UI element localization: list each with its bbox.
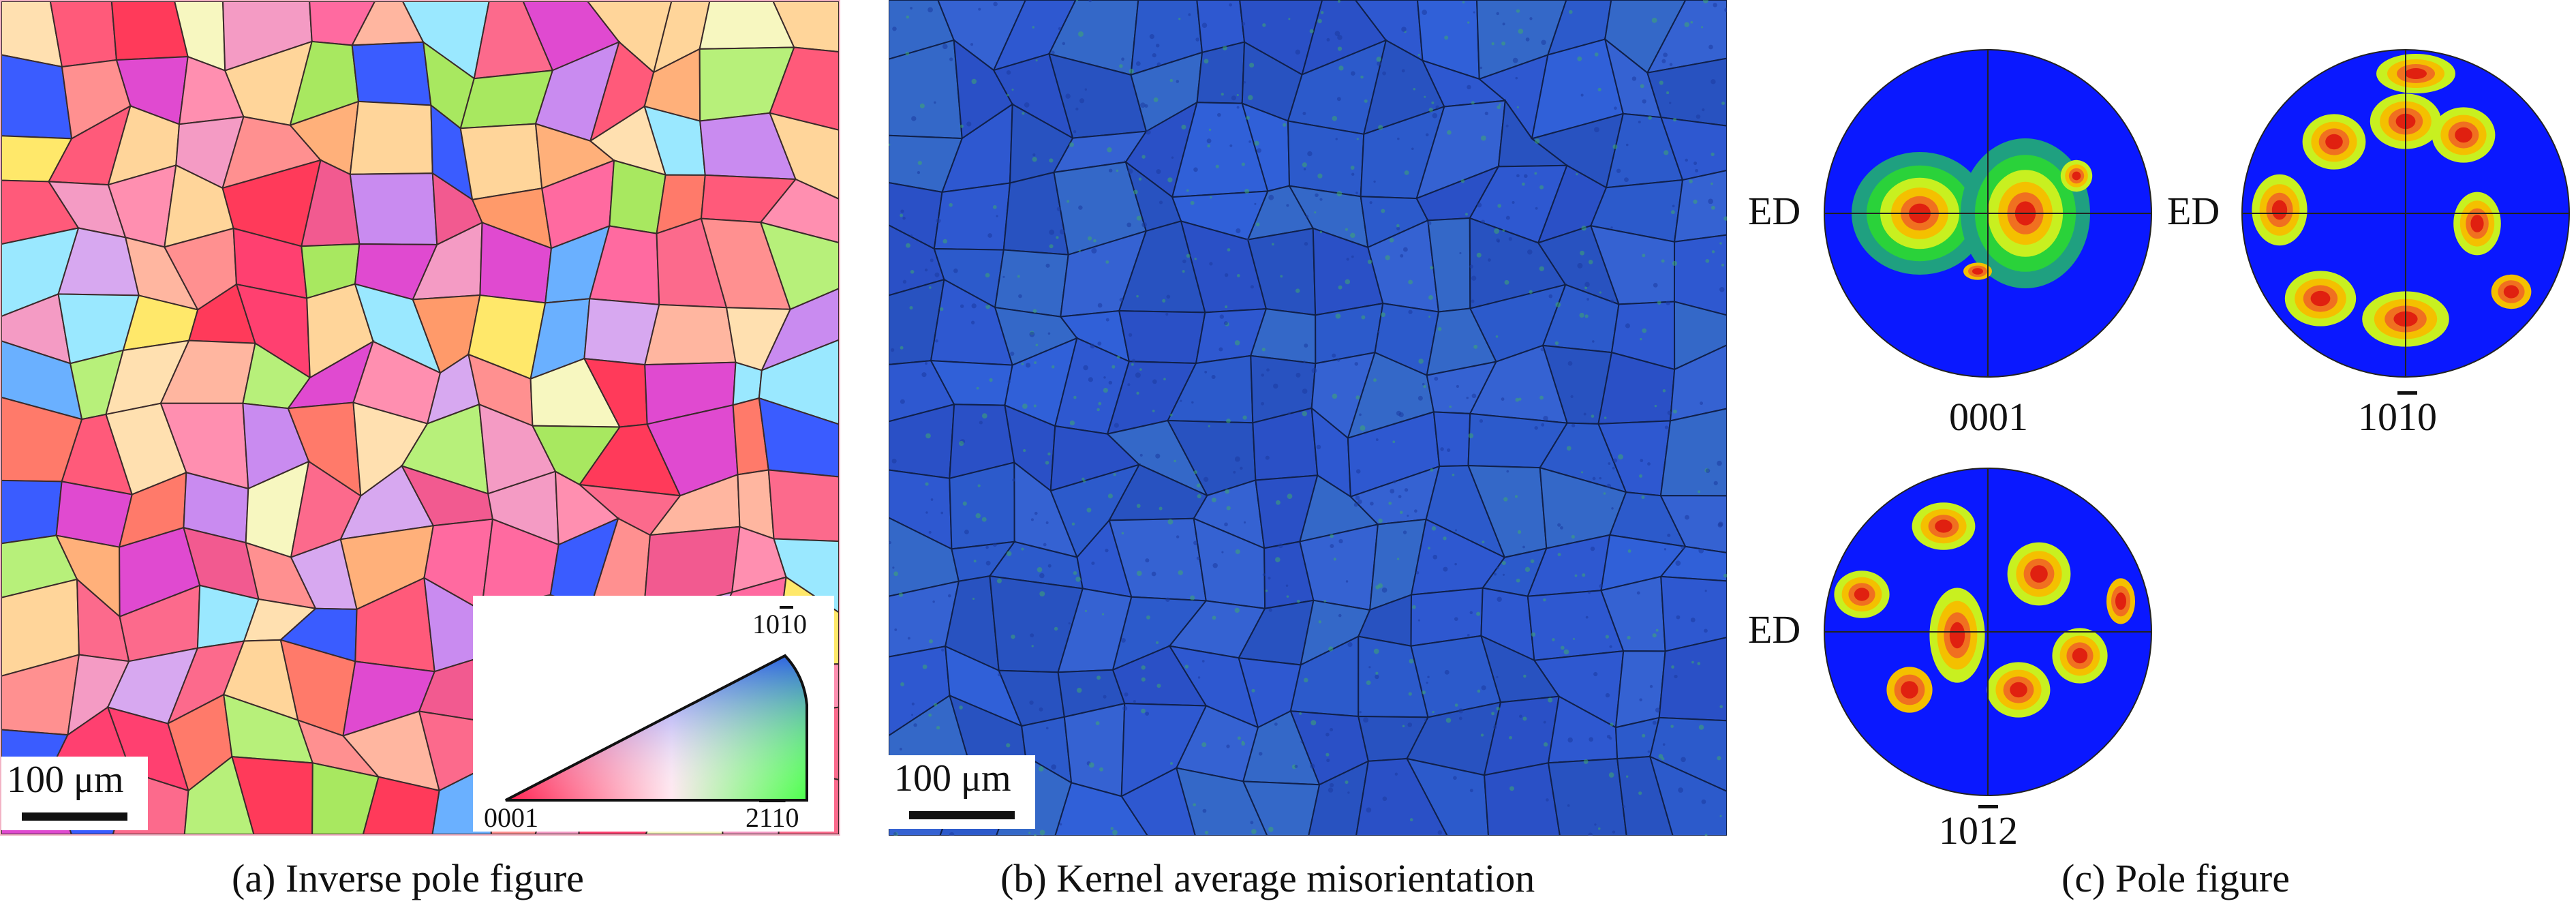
grain <box>1649 755 1727 836</box>
caption-pole-figure: (c) Pole figure <box>2061 856 2290 900</box>
grain <box>1063 702 1126 797</box>
caption-kam: (b) Kernel average misorientation <box>1000 856 1535 900</box>
grain <box>349 100 433 175</box>
grain <box>759 221 839 311</box>
grain <box>1118 310 1206 365</box>
pf1-ed-label: ED <box>1748 189 1801 233</box>
grain <box>994 249 1069 318</box>
grain <box>643 303 737 366</box>
grain <box>1547 758 1627 836</box>
grain <box>758 339 839 425</box>
kam-scale-line <box>909 811 1015 819</box>
grain <box>362 776 440 834</box>
grain <box>1649 716 1727 793</box>
pf1-label: 0001 <box>1949 395 2028 439</box>
ipf-scale-bar: 100 μm <box>1 757 148 830</box>
grain <box>1659 545 1727 582</box>
grain <box>1659 495 1727 553</box>
grain <box>1483 762 1561 836</box>
ipf-legend-top-label: 1010 <box>752 609 807 639</box>
ipf-color-key-triangle <box>505 654 808 802</box>
grain <box>1355 757 1448 836</box>
pf3-label: 1012 <box>1939 808 2018 853</box>
grain <box>767 469 839 543</box>
ipf-scale-line <box>22 812 127 821</box>
grain <box>772 1 839 53</box>
kam-scale-bar: 100 μm <box>889 755 1035 829</box>
grain <box>1673 301 1727 371</box>
grain <box>1659 408 1727 497</box>
grain <box>1 479 63 545</box>
pole-figure-0001 <box>1824 49 2152 378</box>
grain <box>1432 411 1471 468</box>
grain <box>1673 234 1727 316</box>
grain <box>349 172 438 245</box>
grain <box>769 46 839 131</box>
grain <box>1054 782 1149 836</box>
grain <box>1614 650 1666 729</box>
grain <box>768 112 839 200</box>
grain <box>1658 637 1727 722</box>
ipf-map: 1010 0001 2110 100 μm <box>0 0 840 836</box>
grain <box>311 762 380 834</box>
pole-figure-10-12 <box>1824 468 2152 796</box>
grain <box>949 461 1015 550</box>
grain <box>1660 575 1727 652</box>
grain <box>1242 780 1321 836</box>
ipf-legend-left-label: 0001 <box>484 802 538 833</box>
grain <box>760 288 839 372</box>
ipf-legend-right-label: 2110 <box>746 802 799 833</box>
ipf-scale-label: 100 μm <box>7 759 124 801</box>
grain <box>1616 755 1674 836</box>
grain <box>351 41 432 106</box>
ipf-legend-box: 1010 0001 2110 <box>473 596 834 833</box>
grain <box>183 755 255 834</box>
pf2-ed-label: ED <box>2167 189 2220 233</box>
grain <box>773 538 839 613</box>
kam-scale-label: 100 μm <box>894 757 1011 800</box>
pf2-label: 1010 <box>2358 395 2437 439</box>
grain <box>231 755 313 834</box>
grain <box>459 123 543 201</box>
pole-figure-10-10 <box>2241 49 2570 378</box>
grain <box>49 1 118 68</box>
caption-ipf: (a) Inverse pole figure <box>232 856 584 900</box>
grain <box>758 397 839 478</box>
grain <box>1646 57 1727 127</box>
kam-map: 100 μm <box>889 0 1727 836</box>
grain <box>1120 767 1196 836</box>
grain <box>1673 170 1727 243</box>
grain <box>1659 116 1727 181</box>
pf3-ed-label: ED <box>1748 607 1801 652</box>
grain <box>1308 760 1370 836</box>
grain <box>1287 120 1365 198</box>
kam-grain-map <box>889 0 1727 836</box>
grain <box>1669 344 1727 422</box>
grain <box>1405 757 1490 836</box>
grain <box>1 54 73 140</box>
